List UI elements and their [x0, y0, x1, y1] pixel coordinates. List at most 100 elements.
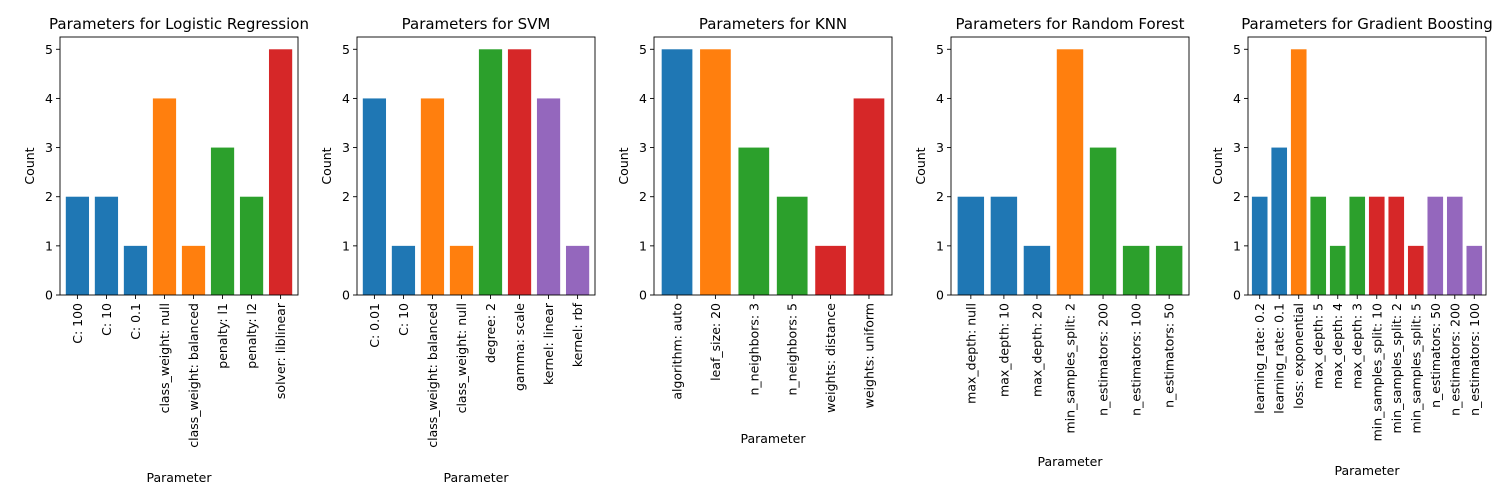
bar [391, 245, 416, 295]
y-tick-label: 3 [639, 140, 647, 155]
x-tick-label: min_samples_split: 2 [1063, 303, 1078, 433]
chart-panel-2: 0 1 2 3 4 5 C: 0.01 C: 10 class_weight: balanced… [319, 15, 596, 485]
x-tick-label: C: 10 [396, 303, 411, 336]
x-tick-label: penalty: l1 [215, 303, 230, 369]
x-tick-label: min_samples_split: 10 [1369, 303, 1384, 441]
x-axis-label: Parameter [1037, 454, 1103, 469]
x-tick-label: weights: uniform [861, 303, 876, 408]
bar [1310, 196, 1327, 295]
y-tick-label: 2 [639, 189, 647, 204]
x-tick-label: solver: liblinear [273, 302, 288, 399]
y-tick-label: 0 [342, 288, 350, 303]
x-tick-label: C: 0.1 [128, 303, 143, 340]
x-tick-label: kernel: rbf [570, 302, 585, 367]
y-tick-label: 4 [1233, 91, 1241, 106]
x-tick-label: class_weight: balanced [425, 303, 440, 448]
y-tick-label: 4 [342, 91, 350, 106]
y-tick-label: 1 [936, 238, 944, 253]
x-tick-label: leaf_size: 20 [708, 303, 723, 381]
x-tick-label: max_depth: 20 [1029, 303, 1044, 397]
axes-frame [356, 36, 596, 296]
bar [1446, 196, 1463, 295]
x-tick-label: class_weight: balanced [186, 303, 201, 448]
x-tick-label: C: 0.01 [367, 303, 382, 348]
bar [1329, 245, 1346, 295]
x-tick-label: min_samples_split: 5 [1408, 303, 1423, 433]
y-axis-label: Count [616, 147, 631, 184]
bar [957, 196, 985, 295]
x-tick-label: learning_rate: 0.2 [1252, 303, 1267, 414]
x-tick-label: n_estimators: 50 [1162, 303, 1177, 408]
x-tick-label: n_estimators: 100 [1129, 303, 1144, 416]
bar [1368, 196, 1385, 295]
chart-panel-4: 0 1 2 3 4 5 max_depth: null max_depth: 10 max_de… [913, 15, 1190, 469]
y-tick-label: 4 [936, 91, 944, 106]
bar [449, 245, 474, 295]
x-tick-label: n_neighbors: 3 [746, 303, 761, 396]
bar [152, 98, 177, 296]
bar [1466, 245, 1483, 295]
bar [1251, 196, 1268, 295]
x-tick-label: max_depth: 5 [1311, 303, 1326, 389]
bar [700, 49, 731, 295]
y-tick-label: 3 [342, 140, 350, 155]
y-tick-label: 5 [45, 42, 53, 57]
y-tick-label: 4 [639, 91, 647, 106]
x-tick-label: n_estimators: 100 [1467, 303, 1482, 416]
axes-frame [1247, 36, 1487, 296]
x-tick-label: n_estimators: 200 [1096, 303, 1111, 416]
x-tick-label: max_depth: 3 [1350, 303, 1365, 389]
y-tick-label: 3 [936, 140, 944, 155]
y-tick-label: 5 [342, 42, 350, 57]
bar [1155, 245, 1183, 295]
x-tick-label: gamma: scale [512, 303, 527, 391]
x-tick-label: class_weight: null [157, 303, 172, 413]
y-tick-label: 2 [1233, 189, 1241, 204]
bar [507, 49, 532, 295]
y-tick-label: 2 [936, 189, 944, 204]
y-tick-label: 5 [1233, 42, 1241, 57]
y-axis-label: Count [1210, 147, 1225, 184]
bar [1122, 245, 1150, 295]
y-tick-label: 1 [639, 238, 647, 253]
x-axis-label: Parameter [146, 470, 212, 485]
bar [1427, 196, 1444, 295]
x-tick-label: algorithm: auto [670, 303, 685, 400]
bar [1407, 245, 1424, 295]
chart-title: Parameters for Random Forest [956, 15, 1185, 33]
axes-frame [59, 36, 299, 296]
x-tick-label: weights: distance [823, 303, 838, 413]
x-tick-label: n_neighbors: 5 [785, 303, 800, 396]
bar [94, 196, 119, 295]
x-tick-label: max_depth: 10 [996, 303, 1011, 397]
bar [815, 245, 846, 295]
bar [1089, 147, 1117, 295]
bar [210, 147, 235, 295]
y-tick-label: 0 [45, 288, 53, 303]
y-axis-label: Count [319, 147, 334, 184]
bar [478, 49, 503, 295]
chart-title: Parameters for Logistic Regression [49, 15, 309, 33]
x-tick-label: max_depth: 4 [1330, 303, 1345, 389]
x-tick-label: loss: exponential [1291, 303, 1306, 409]
chart-title: Parameters for KNN [699, 15, 847, 33]
x-tick-label: class_weight: null [454, 303, 469, 413]
chart-title: Parameters for Gradient Boosting [1241, 15, 1493, 33]
y-tick-label: 5 [639, 42, 647, 57]
bar [181, 245, 206, 295]
bar [565, 245, 590, 295]
bar [1349, 196, 1366, 295]
x-tick-label: n_estimators: 200 [1447, 303, 1462, 416]
bar [123, 245, 148, 295]
y-tick-label: 0 [639, 288, 647, 303]
chart-panel-1: 0 1 2 3 4 5 C: 100 C: 10 C: 0.1 class_weight: nul… [22, 15, 309, 485]
y-tick-label: 5 [936, 42, 944, 57]
bar [362, 98, 387, 296]
y-tick-label: 1 [342, 238, 350, 253]
axes-frame [653, 36, 893, 296]
bar [1271, 147, 1288, 295]
bar [65, 196, 90, 295]
x-axis-label: Parameter [1334, 463, 1400, 478]
x-tick-label: degree: 2 [483, 303, 498, 363]
